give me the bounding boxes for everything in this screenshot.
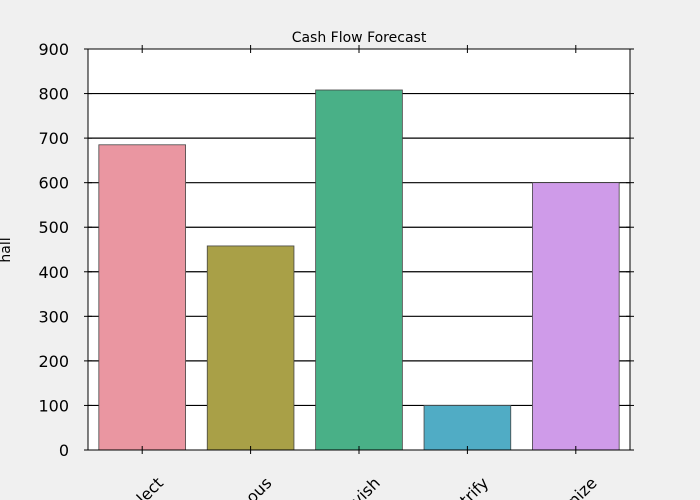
x-tick-labels: elect ous vish trify nize <box>126 473 601 500</box>
x-tick-label: trify <box>456 473 492 500</box>
y-tick-label: 300 <box>38 307 69 326</box>
y-axis-label: hall <box>0 237 14 262</box>
y-tick-label: 500 <box>38 218 69 237</box>
ticks: 0 100 200 300 400 500 600 700 800 900 <box>38 40 634 460</box>
bar <box>423 405 512 451</box>
y-tick-label: 400 <box>38 263 69 282</box>
bar <box>98 144 186 451</box>
x-tick-label: ous <box>242 473 275 500</box>
bars <box>98 89 620 451</box>
chart-title: Cash Flow Forecast <box>292 30 427 46</box>
y-tick-label: 800 <box>38 85 69 104</box>
bar <box>206 245 295 451</box>
bar <box>532 182 620 451</box>
bar <box>315 89 403 451</box>
y-tick-label: 700 <box>38 129 69 148</box>
y-tick-label: 0 <box>59 441 69 460</box>
y-tick-label: 600 <box>38 174 69 193</box>
x-tick-label: elect <box>126 473 167 500</box>
y-tick-label: 100 <box>38 396 69 415</box>
y-tick-label: 900 <box>38 40 69 59</box>
y-tick-label: 200 <box>38 352 69 371</box>
x-tick-label: nize <box>564 473 601 500</box>
x-tick-label: vish <box>347 473 383 500</box>
